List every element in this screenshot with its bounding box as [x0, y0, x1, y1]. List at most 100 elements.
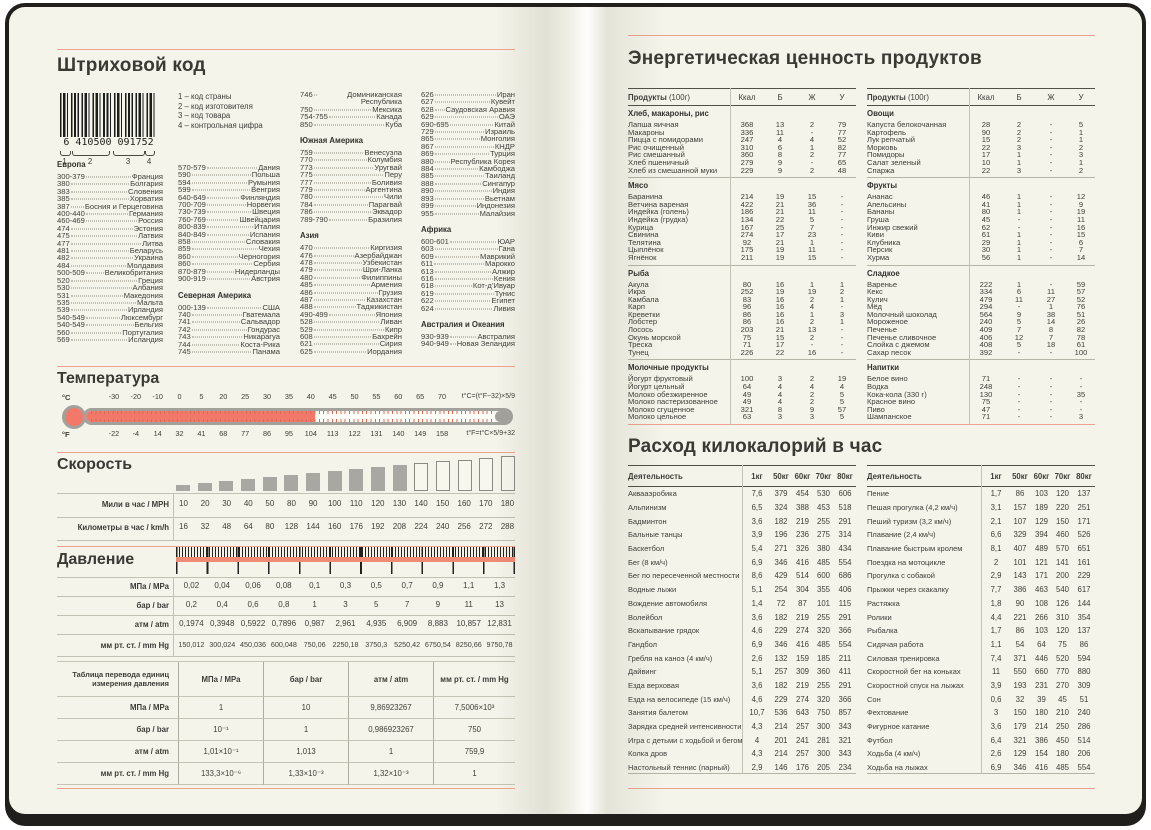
mph-value: 40: [243, 499, 253, 508]
activity-row: Прыжки через скакалку 7,7 386 463 540 617: [867, 583, 1095, 597]
conversion-row-label: бар / bar: [57, 719, 178, 741]
food-item-value: 252: [740, 287, 754, 297]
barcode-col-1: Европа 300-379 Франция 380 Болгария 383 Словен…: [57, 160, 163, 343]
speed-bar: [457, 459, 472, 491]
food-item-value: 1: [1016, 199, 1022, 209]
conversion-value: 0,986923267: [348, 719, 433, 741]
food-item-value: -: [840, 199, 844, 209]
food-row: Шампанское 71 - - 3: [867, 413, 1095, 421]
food-row: Груша 45 - - 11: [867, 216, 1095, 224]
activity-value: 379: [774, 489, 788, 499]
food-item-value: -: [1049, 374, 1053, 384]
activity-value: 234: [838, 763, 852, 773]
kmh-value: 176: [349, 522, 363, 531]
country-code: 754-755: [300, 112, 328, 122]
activity-value: 310: [1055, 612, 1069, 622]
conversion-value: 1: [348, 741, 433, 763]
food-item-value: 4: [777, 389, 783, 399]
activity-value: 39: [1037, 694, 1046, 704]
country-code: 750: [300, 104, 313, 114]
barcode-entry: 742 Гондурас: [178, 325, 280, 333]
food-item-name: Кулич: [867, 294, 888, 304]
country-code: 860: [178, 251, 191, 261]
speed-line-1: [57, 493, 515, 494]
activity-value: 87: [798, 598, 807, 608]
activity-table-left: Деятельность1кг50кг60кг70кг80кгАквааэроб…: [628, 465, 856, 775]
food-item-value: 12: [1014, 332, 1024, 342]
dots-leader: [191, 256, 238, 258]
food-item-name: Помидоры: [867, 150, 905, 160]
region-heading: Европа: [57, 160, 86, 169]
activity-value: 51: [1079, 694, 1089, 704]
food-table-right: Продукты (100г) Ккал Б Ж У Овощи Капуста белок…: [867, 88, 1095, 425]
conversion-value: 1: [263, 719, 348, 741]
activity-value: 2: [993, 557, 999, 567]
activity-name: Поездка на мотоцикле: [867, 557, 946, 567]
pressure-value: 3: [343, 600, 348, 609]
food-row: Персик 30 1 - 7: [867, 246, 1095, 254]
activity-value: 463: [1034, 585, 1048, 595]
country-code: 745: [178, 346, 191, 356]
barcode-legend-line: 4 – контрольная цифра: [178, 120, 263, 130]
food-item-value: -: [1049, 279, 1053, 289]
food-item-value: 8: [777, 404, 783, 414]
mph-value: 10: [179, 499, 188, 508]
country-name: Боливия: [371, 177, 402, 187]
food-item-value: 5: [1016, 340, 1022, 350]
food-item-value: 23: [807, 230, 817, 240]
activity-value: 554: [838, 639, 852, 649]
food-item-value: -: [1049, 245, 1053, 255]
dots-leader: [313, 321, 380, 323]
food-item-value: 240: [979, 317, 993, 327]
food-item-value: -: [1049, 165, 1053, 175]
pressure-value: 0,02: [183, 581, 200, 590]
barcode-entry: 625 Иордания: [300, 347, 402, 355]
activity-value: 182: [774, 680, 788, 690]
activity-value: 388: [795, 503, 809, 513]
activity-value: 514: [1077, 735, 1091, 745]
food-item-value: 222: [979, 279, 993, 289]
food-item-value: 16: [807, 347, 817, 357]
activity-value: 231: [1034, 680, 1048, 690]
country-name: Панама: [252, 346, 280, 356]
country-name: Хорватия: [129, 194, 163, 204]
food-item-value: 36: [807, 199, 817, 209]
pressure-value: 0,6: [247, 600, 259, 609]
country-name: Бразилия: [368, 214, 402, 224]
conversion-value: 1,32×10⁻³: [348, 763, 433, 785]
country-name: Венгрия: [251, 185, 280, 195]
activity-value: 320: [816, 694, 830, 704]
food-row: Апельсины 41 1 - 9: [867, 201, 1095, 209]
barcode-entry: 481 Беларусь: [57, 246, 163, 256]
barcode-brace: [60, 151, 71, 156]
dots-leader: [313, 204, 368, 206]
barcode-entry: 759 Венесуэла: [300, 149, 402, 157]
barcode-entry: 744 Коста-Рика: [178, 340, 280, 348]
country-code: 784: [300, 199, 313, 209]
food-item-value: 17: [981, 150, 991, 160]
activity-value: 355: [816, 585, 830, 595]
food-header-col: Б: [777, 92, 783, 102]
food-item-value: -: [810, 127, 814, 137]
food-item-value: 8: [777, 150, 783, 160]
food-item-value: 22: [981, 142, 991, 152]
country-name: Португалия: [122, 327, 163, 337]
activity-value: 3,6: [751, 516, 763, 526]
food-item-value: 21: [775, 325, 785, 335]
activity-name: Скоростной бег на коньках: [867, 667, 961, 677]
country-name: Новая Зеландия: [456, 339, 515, 349]
dots-leader: [206, 197, 240, 199]
food-item-value: 9: [777, 157, 783, 167]
activity-value: 770: [1055, 667, 1069, 677]
activity-value: 6,9: [751, 557, 763, 567]
barcode-group-number: 2: [87, 157, 93, 166]
conversion-value: 9,86923267: [348, 697, 433, 719]
food-item-value: 96: [742, 302, 752, 312]
country-code: 569: [57, 334, 70, 344]
activity-value: 270: [1055, 680, 1069, 690]
bar-row-label: бар / bar: [136, 601, 169, 610]
activity-value: 3,6: [751, 680, 763, 690]
activity-value: 214: [774, 722, 788, 732]
country-name: Беларусь: [129, 246, 163, 256]
conversion-corner-label: Таблица перевода единиц измерения давлен…: [57, 662, 178, 697]
